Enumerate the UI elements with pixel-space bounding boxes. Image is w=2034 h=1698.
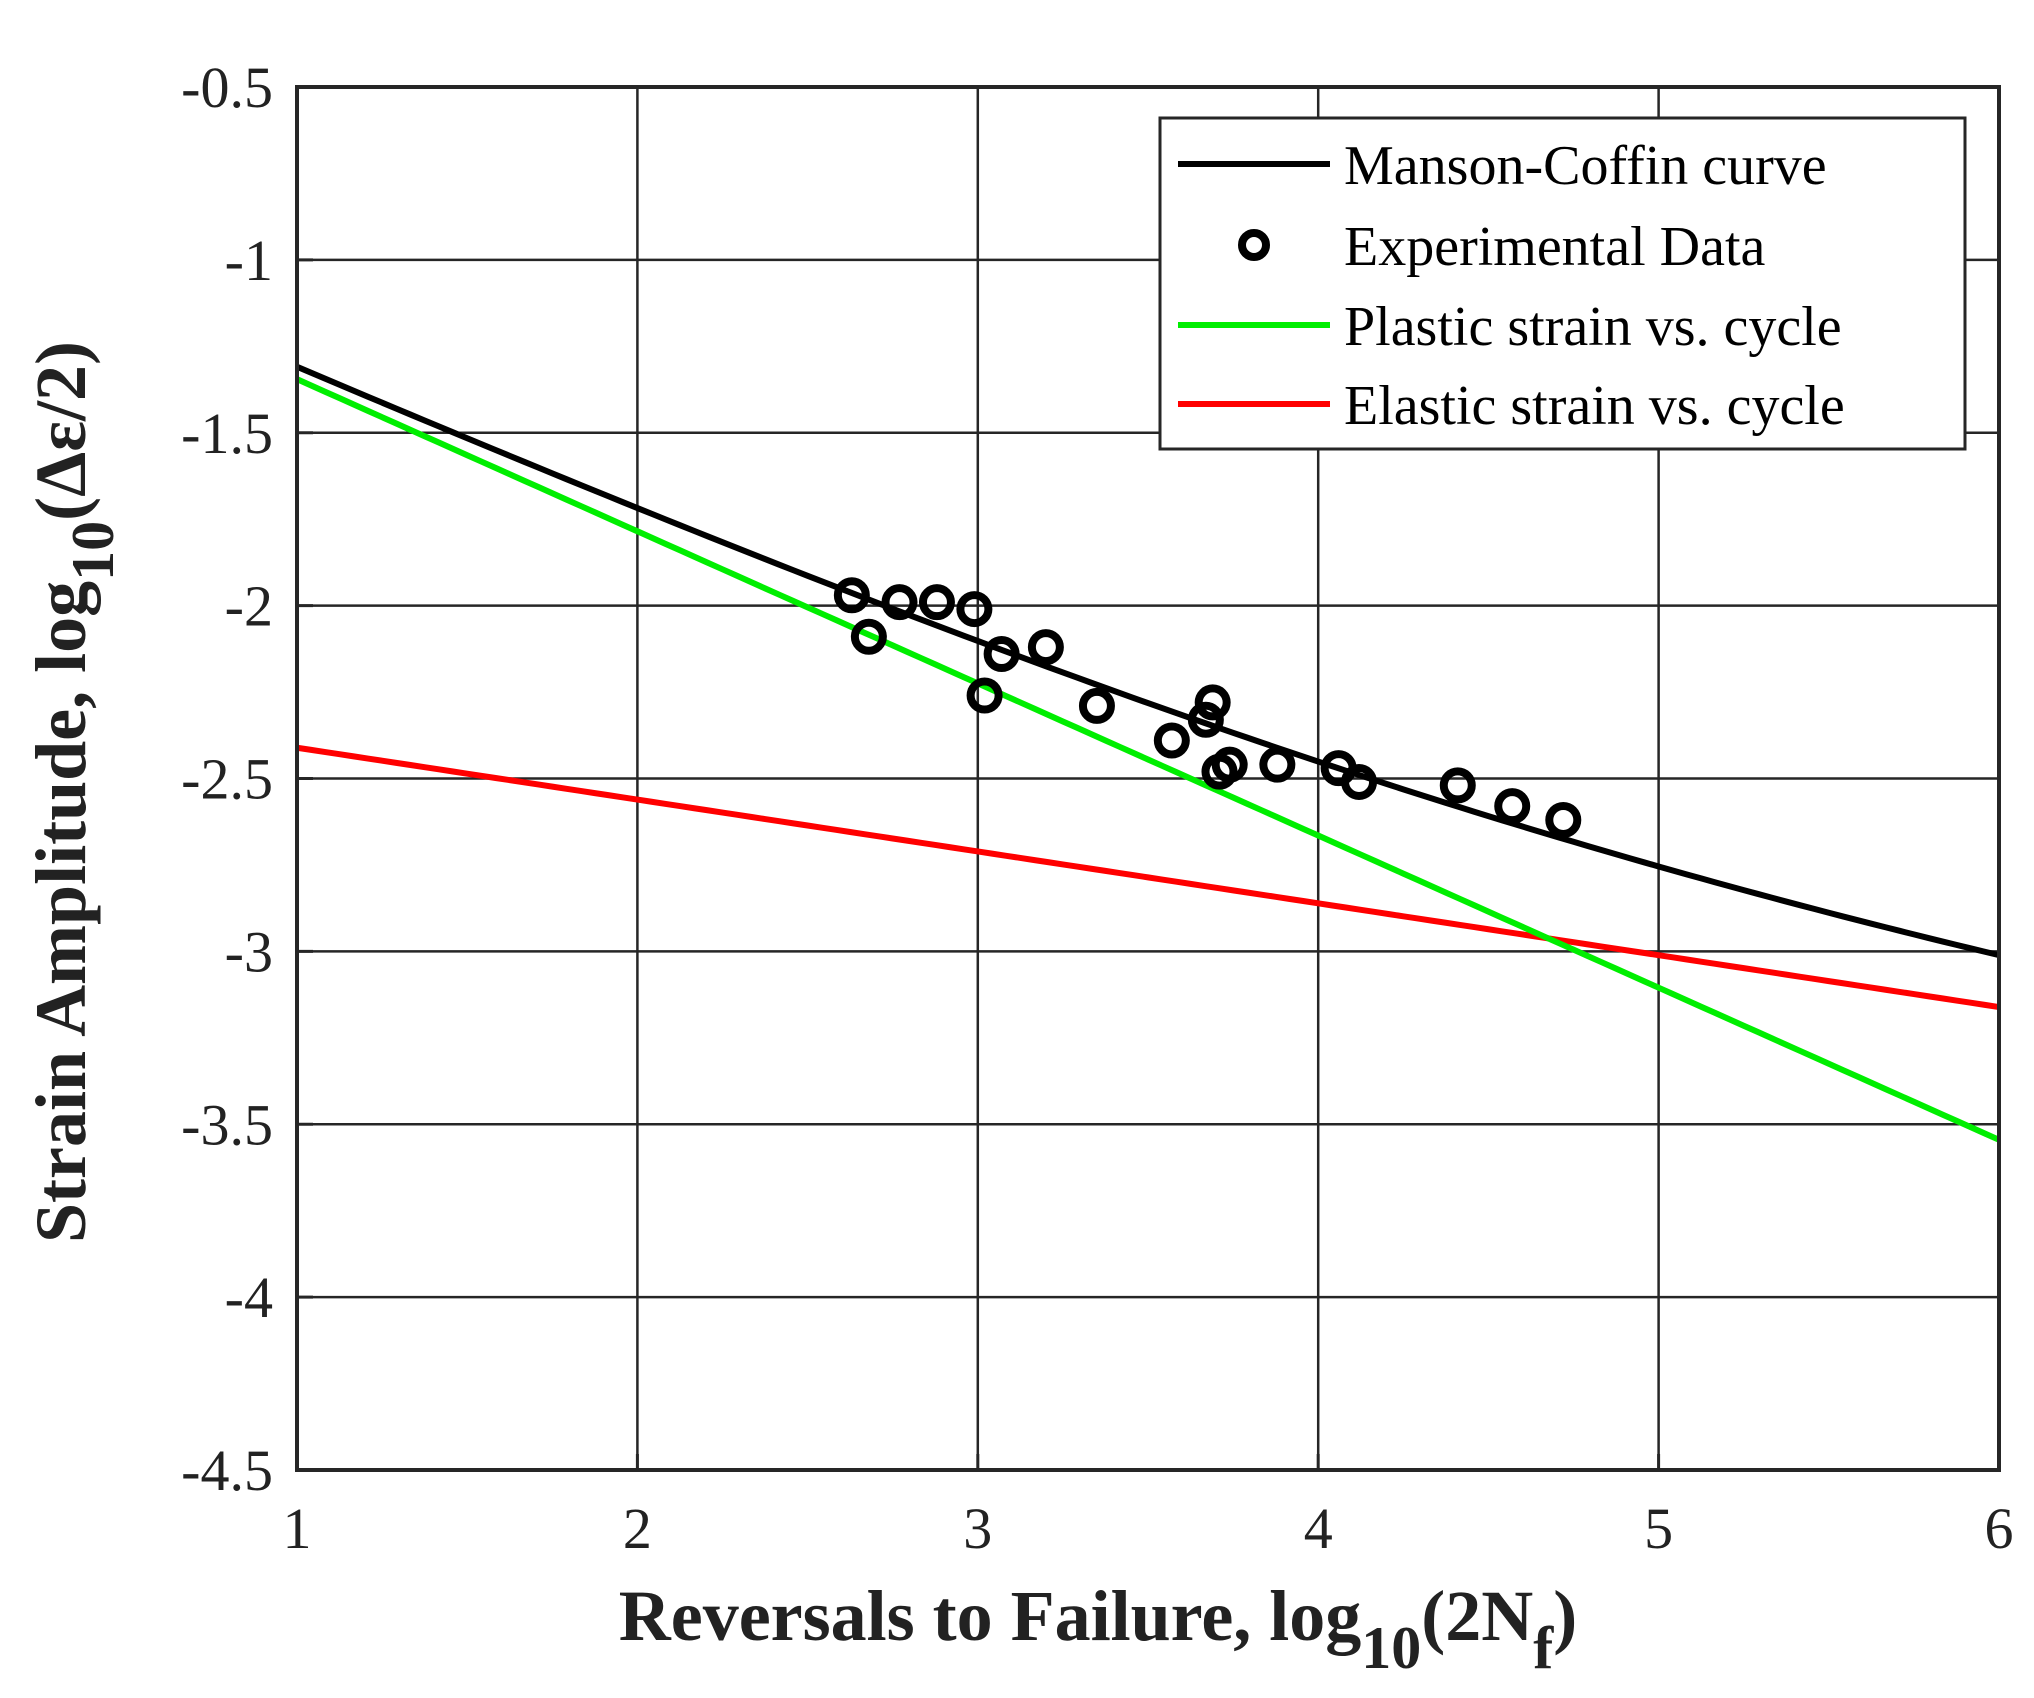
y-tick-label: -4.5: [181, 1438, 273, 1503]
y-tick-label: -1.5: [181, 401, 273, 466]
experimental-data-point: [1187, 701, 1224, 738]
x-tick-label: 1: [283, 1496, 312, 1561]
y-axis-title-rest: (Δε/2): [21, 341, 101, 521]
experimental-data-point: [918, 584, 955, 621]
experimental-data-point: [1341, 763, 1378, 800]
y-axis-title: Strain Amplitude, log10(Δε/2): [21, 341, 126, 1243]
y-tick-label: -1: [225, 228, 273, 293]
experimental-data-point: [881, 584, 918, 621]
legend-swatch-experimental-data: [1238, 229, 1270, 261]
legend-label-experimental-data: Experimental Data: [1344, 216, 1766, 278]
experimental-data-point: [983, 636, 1020, 673]
y-tick-label: -2: [225, 574, 273, 639]
y-tick-label: -3.5: [181, 1092, 273, 1157]
experimental-data-point: [1078, 687, 1115, 724]
y-tick-label: -4: [225, 1265, 273, 1330]
experimental-data-point: [1494, 788, 1531, 825]
experimental-data-point: [850, 618, 887, 655]
legend-label-manson-coffin: Manson-Coffin curve: [1344, 135, 1827, 197]
experimental-data-point: [1211, 746, 1248, 783]
experimental-data-point: [833, 577, 870, 614]
experimental-data-point: [1259, 746, 1296, 783]
legend-box: [1158, 116, 1967, 451]
x-axis-title-subscript-f: f: [1533, 1615, 1554, 1681]
experimental-data-point: [966, 677, 1003, 714]
experimental-data-point: [1545, 801, 1582, 838]
experimental-data-point: [1439, 767, 1476, 804]
tick-labels: 1 2 3 4 5 6 -0.5 -1 -1.5 -2 -2.5 -3 -3.5 -4 -4.5: [181, 55, 2013, 1561]
x-axis-title: Reversals to Failure, log10(2Nf): [619, 1576, 1578, 1681]
experimental-data-point: [956, 591, 993, 628]
x-axis-title-subscript: 10: [1361, 1615, 1421, 1681]
legend-label-elastic: Elastic strain vs. cycle: [1344, 375, 1845, 437]
y-tick-label: -3: [225, 919, 273, 984]
x-tick-label: 4: [1304, 1496, 1333, 1561]
experimental-data-point: [1027, 629, 1064, 666]
series-line-elastic-strain-vs-cycle: [296, 744, 2000, 1011]
experimental-data-point: [1194, 684, 1231, 721]
y-tick-label: -2.5: [181, 747, 273, 812]
y-axis-title-main: Strain Amplitude, log: [21, 581, 101, 1243]
experimental-data-point: [1153, 722, 1190, 759]
x-tick-label: 6: [1985, 1496, 2014, 1561]
x-axis-title-close: ): [1553, 1576, 1577, 1656]
plot-frame: [295, 85, 2001, 1472]
series-layer: [295, 364, 2001, 1143]
y-tick-label: -0.5: [181, 55, 273, 120]
y-axis-title-subscript: 10: [60, 521, 126, 581]
x-tick-label: 3: [963, 1496, 992, 1561]
x-axis-title-paren: (2N: [1421, 1576, 1533, 1656]
legend-label-plastic: Plastic strain vs. cycle: [1344, 296, 1842, 358]
x-tick-label: 2: [623, 1496, 652, 1561]
legend: Manson-Coffin curve Experimental Data Pl…: [1158, 116, 1967, 451]
series-line-manson-coffin-curve: [295, 364, 2000, 959]
series-line-plastic-strain-vs-cycle: [295, 376, 2001, 1143]
x-axis-title-main: Reversals to Failure, log: [619, 1576, 1362, 1656]
x-tick-label: 5: [1644, 1496, 1673, 1561]
